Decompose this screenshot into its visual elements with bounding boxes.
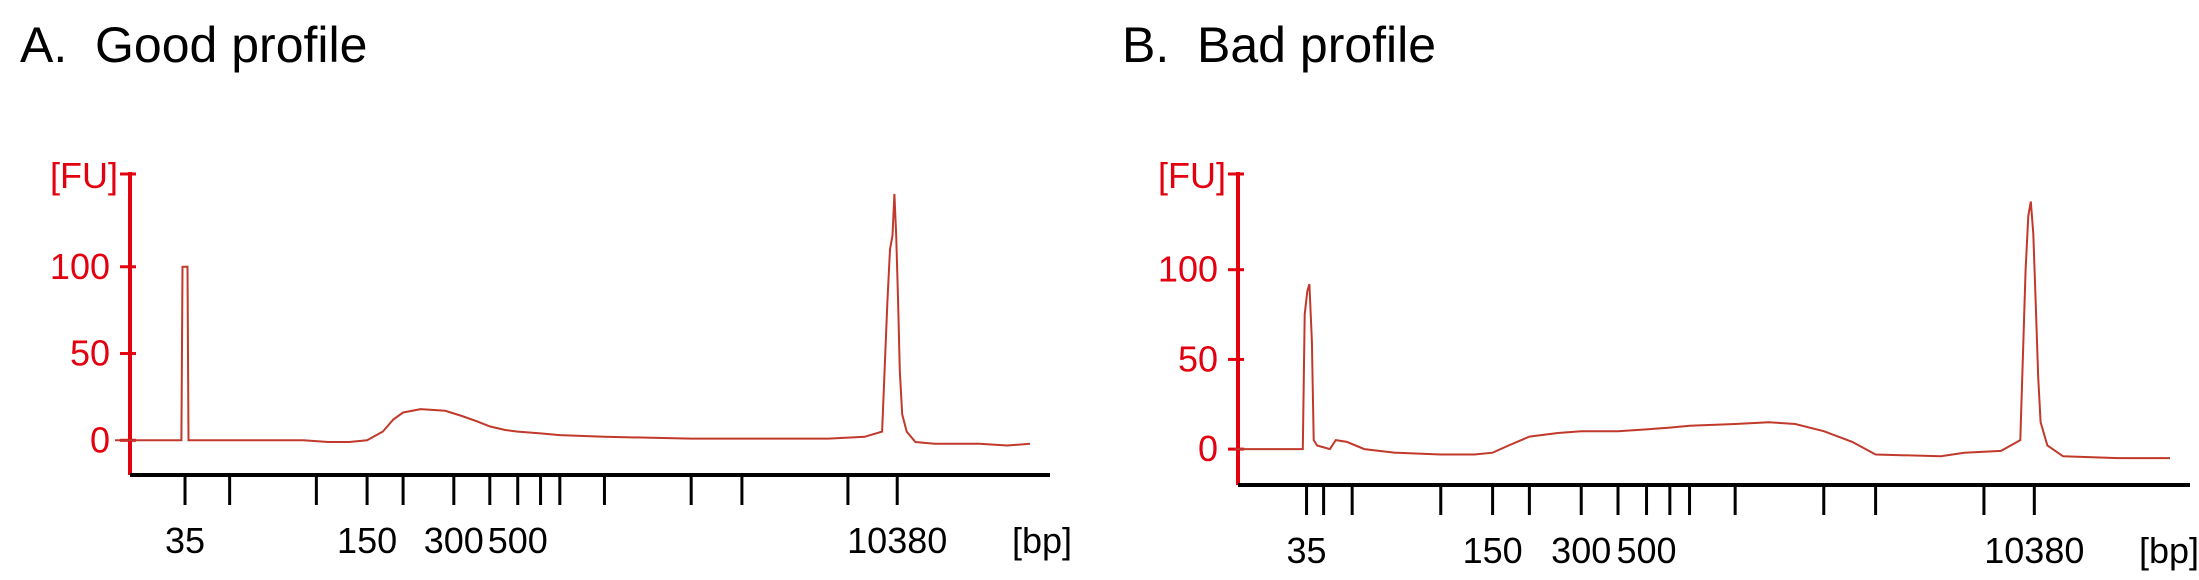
x-tick-label: 500	[1616, 530, 1676, 571]
y-tick-label: 0	[1198, 428, 1218, 469]
y-axis-label: [FU]	[50, 155, 118, 196]
y-tick-label: 50	[70, 333, 110, 374]
x-tick-label: 300	[1551, 530, 1611, 571]
x-tick-label: 10380	[847, 520, 947, 561]
x-tick-label: 500	[488, 520, 548, 561]
chart-title: A. Good profile	[20, 17, 368, 73]
y-tick-label: 100	[1158, 249, 1218, 290]
x-tick-label: 10380	[1984, 530, 2084, 571]
chart-panel-bad-profile: B. Bad profile [FU] 0 50 100 35 150 300 500 1038…	[1100, 0, 2199, 580]
x-tick-label: 150	[1463, 530, 1523, 571]
x-tick-label: 300	[424, 520, 484, 561]
y-tick-label: 0	[90, 419, 110, 460]
x-tick-label: 35	[1287, 530, 1327, 571]
chart-panel-good-profile: A. Good profile [FU] 0 50 100 35 150 300 500 103…	[20, 17, 1072, 561]
series-line	[1235, 201, 2170, 460]
chart-title: B. Bad profile	[1122, 17, 1437, 73]
chart-good-profile: [FU] 0 50 100 35 150 300 500 10380 [bp]	[50, 155, 1072, 561]
x-tick-label: 150	[337, 520, 397, 561]
series-line	[115, 193, 1031, 447]
y-tick-label: 50	[1178, 338, 1218, 379]
y-tick-label: 100	[50, 246, 110, 287]
x-tick-label: 35	[165, 520, 205, 561]
chart-bad-profile: [FU] 0 50 100 35 150 300 500 10380 [bp]	[1158, 155, 2199, 571]
y-axis-label: [FU]	[1158, 155, 1226, 196]
x-axis-label: [bp]	[2139, 530, 2199, 571]
x-axis-label: [bp]	[1012, 520, 1072, 561]
